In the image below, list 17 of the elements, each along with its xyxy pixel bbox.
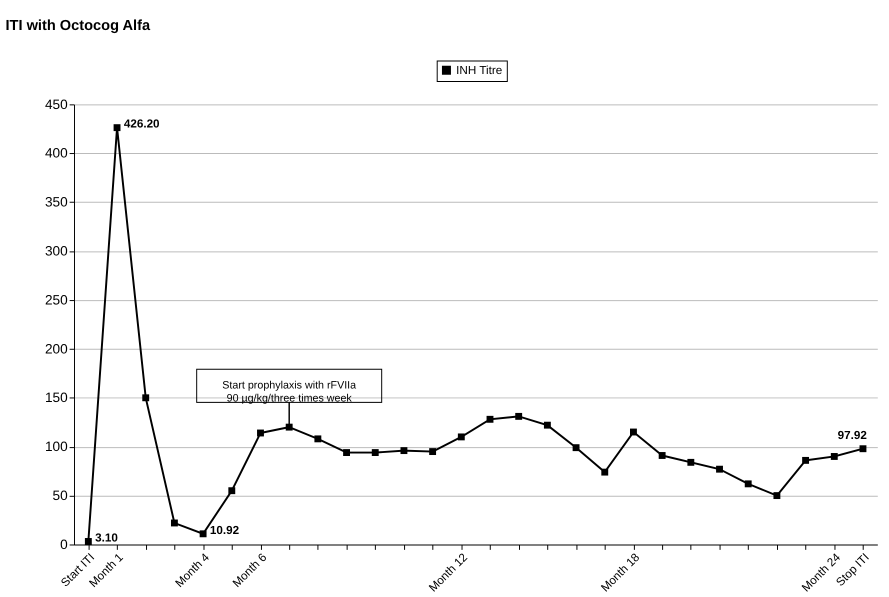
y-tick-label: 450: [44, 96, 68, 112]
y-tick-label: 150: [44, 390, 68, 406]
legend-label: INH Titre: [456, 64, 502, 78]
y-tick-label: 0: [60, 536, 68, 552]
y-tick-label: 200: [44, 341, 68, 356]
chart-title: ITI with Octocog Alfa: [5, 18, 151, 34]
annotation: Start prophylaxis with rFVIIa 90 µg/kg/three times week: [222, 380, 356, 404]
y-tick-label: 300: [44, 243, 68, 258]
y-tick-label: 400: [44, 146, 68, 161]
y-tick-label: 50: [52, 488, 68, 503]
data-label: 426.20: [124, 118, 160, 131]
data-label: 3.10: [95, 531, 118, 544]
y-tick-label: 250: [44, 292, 68, 308]
y-tick-label: 100: [44, 439, 68, 454]
y-tick-label: 350: [44, 194, 68, 210]
data-label: 97.92: [838, 428, 868, 442]
data-label: 10.92: [210, 524, 240, 537]
